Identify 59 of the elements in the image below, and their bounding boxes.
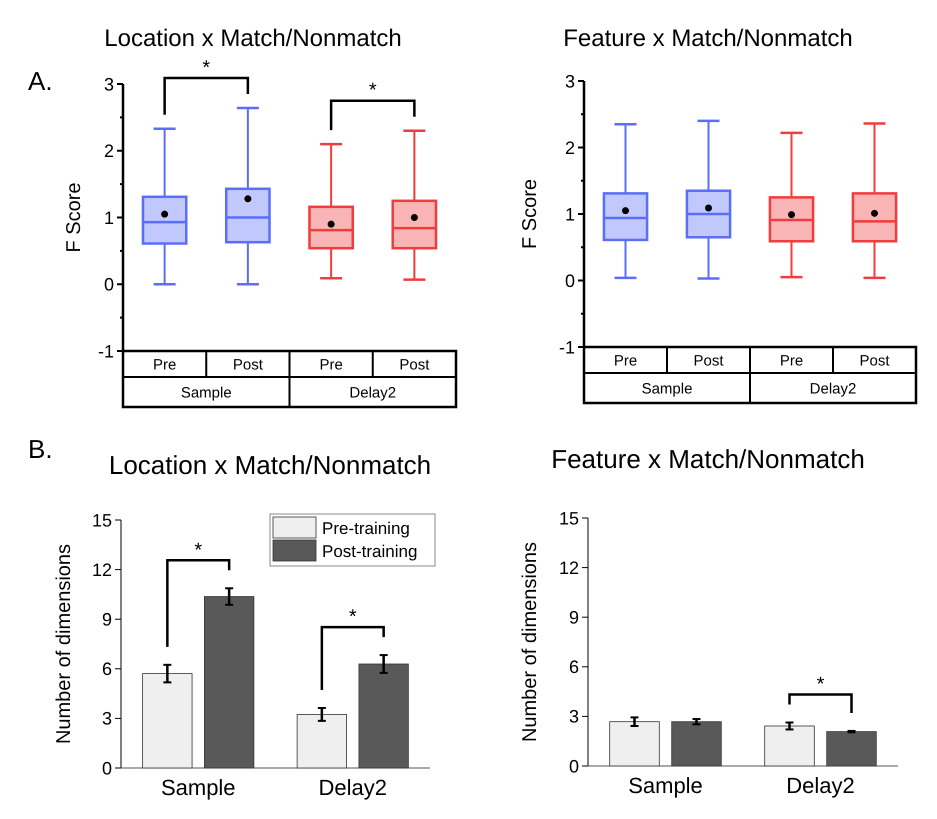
x-tick-label: Pre	[152, 356, 176, 374]
annotation: *	[348, 606, 357, 628]
y-tick-label: 9	[568, 608, 579, 628]
y-tick-label: -1	[558, 337, 575, 358]
x-tick-label: Sample	[628, 773, 703, 798]
chart-title: Feature x Match/Nonmatch	[551, 444, 865, 474]
text: Delay2	[349, 384, 396, 402]
y-tick-label: -1	[98, 341, 114, 362]
y-tick-label: 15	[558, 508, 579, 528]
y-tick-label: 6	[102, 659, 112, 680]
y-tick-label: 12	[558, 558, 579, 578]
y-tick-label: 0	[568, 756, 579, 776]
y-axis-title: F Score	[519, 178, 541, 250]
y-tick-label: 2	[104, 141, 114, 162]
legend-label: Post-training	[322, 542, 418, 561]
text: Sample	[180, 384, 232, 402]
y-axis-title: Number of dimensions	[53, 544, 75, 744]
x-tick-label: Post	[859, 352, 890, 370]
x-tick-label: Post	[399, 356, 430, 374]
y-tick-label: 12	[92, 560, 112, 580]
bar	[296, 714, 347, 768]
y-tick-label: 0	[564, 270, 575, 291]
chart-title: Location x Match/Nonmatch	[108, 450, 432, 480]
x-tick-label: Pre	[780, 352, 804, 370]
y-tick-label: 0	[102, 758, 112, 778]
chart-title: Feature x Match/Nonmatch	[563, 25, 853, 52]
y-tick-label: 1	[564, 204, 575, 224]
y-tick-label: 9	[102, 610, 112, 630]
x-tick-label: Pre	[614, 352, 638, 370]
annotation: *	[816, 674, 825, 696]
y-tick-label: 3	[104, 74, 114, 94]
bar	[142, 673, 192, 768]
x-tick-label: Post	[232, 356, 264, 374]
y-tick-label: 3	[568, 706, 579, 727]
bar	[609, 721, 660, 766]
text: B.	[28, 434, 53, 464]
y-tick-label: 6	[568, 657, 579, 678]
x-tick-label: Sample	[160, 775, 236, 800]
x-tick-label: Post	[693, 352, 724, 370]
y-tick-label: 3	[564, 71, 575, 92]
x-tick-label: Delay2	[786, 773, 855, 798]
y-axis-title: Number of dimensions	[519, 542, 541, 742]
y-tick-label: 2	[564, 138, 575, 158]
y-tick-label: 0	[104, 274, 114, 295]
bar	[764, 726, 815, 766]
chart-title: Location x Match/Nonmatch	[104, 25, 402, 52]
text: *	[202, 57, 210, 80]
x-tick-label: Delay2	[318, 775, 387, 800]
annotation: *	[194, 539, 202, 562]
y-axis-title: F Score	[63, 182, 85, 253]
x-tick-label: Pre	[319, 356, 343, 374]
annotation: *	[368, 80, 377, 102]
legend-label: Pre-training	[322, 518, 410, 538]
text: Delay2	[810, 380, 856, 398]
y-tick-label: 1	[104, 208, 114, 228]
y-tick-label: 15	[92, 510, 112, 530]
text: A.	[28, 66, 53, 96]
y-tick-label: 3	[102, 708, 112, 729]
text: Sample	[642, 380, 692, 398]
